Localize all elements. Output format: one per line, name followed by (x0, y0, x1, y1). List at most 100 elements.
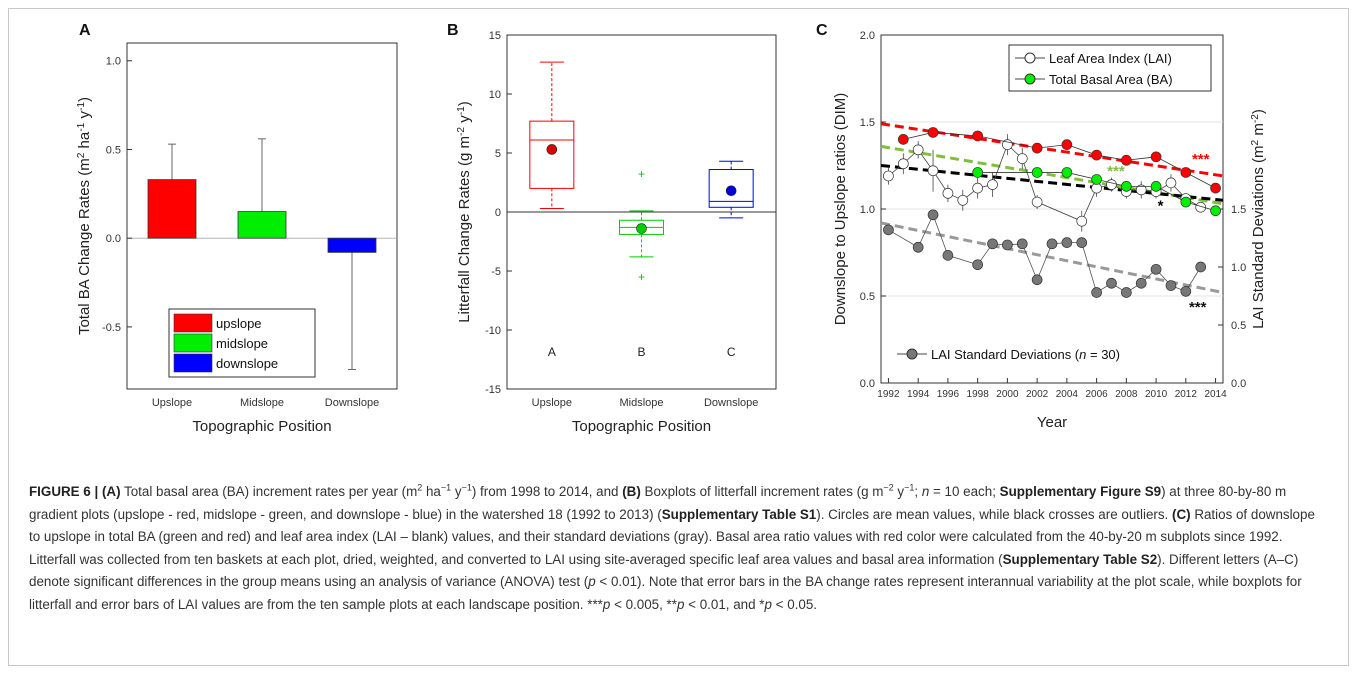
series-point (972, 130, 984, 142)
legend-label: Leaf Area Index (LAI) (1049, 51, 1172, 66)
x-tick-label: 1994 (907, 389, 930, 400)
series-point (1106, 179, 1117, 190)
legend-swatch (173, 313, 213, 333)
series-point (912, 241, 924, 253)
x-tick-label: Midslope (619, 397, 663, 409)
y-tick-label: 1.0 (106, 56, 121, 68)
box-mean (725, 185, 737, 197)
series-point (927, 165, 939, 177)
series-point (1195, 201, 1207, 213)
series-line (903, 132, 1216, 189)
legend-top: Leaf Area Index (LAI) Total Basal Area (B… (1008, 44, 1212, 92)
y-tick-label: -10 (485, 325, 501, 337)
panel-b: -15 -10 -5 0 5 10 15 A Upslope + + B Midslope C Downsl… (447, 22, 777, 435)
series-point (1106, 277, 1117, 289)
supplementary-table-s2-link[interactable]: Supplementary Table S2 (1002, 551, 1158, 567)
caption-tag-b: (B) (622, 484, 641, 499)
series-point (1180, 196, 1192, 208)
y-axis-label-right-part: ) (1250, 109, 1267, 114)
caption-text: y (451, 484, 462, 499)
series-point (987, 179, 998, 190)
series-point (942, 187, 954, 199)
y-tick-label: -15 (485, 384, 501, 396)
caption-italic: p (676, 596, 685, 612)
caption-text: < 0.05. (771, 596, 817, 612)
x-tick-label: 2008 (1115, 389, 1138, 400)
series-point (972, 182, 984, 194)
y-tick-label: 0.5 (106, 144, 121, 156)
caption-text: ). Different letters (A–C) denote signif… (29, 551, 1299, 590)
series-point (1165, 177, 1177, 189)
series-point (987, 238, 998, 250)
caption-text: < 0.01). Note that error bars in the BA … (29, 574, 1302, 612)
significance-label: *** (1107, 163, 1125, 180)
y-axis-label-right-part: 2 (1250, 139, 1261, 145)
y-axis-label: Litterfall Change Rates (g m-2 y-1) (456, 101, 474, 323)
series-point (957, 194, 969, 206)
supplementary-figure-link[interactable]: Supplementary Figure S9 (999, 484, 1162, 499)
series-point (1120, 287, 1132, 298)
x-tick-label: Downslope (704, 397, 758, 409)
y-tick-label-right: 1.0 (1231, 262, 1246, 274)
group-letter: A (548, 345, 556, 359)
series-line (888, 213, 1202, 294)
x-tick-label: 2006 (1085, 389, 1108, 400)
series-point (927, 127, 939, 138)
panel-a: -0.5 0.0 0.5 1.0 Upslope Midslope Downslope Top… (76, 22, 398, 435)
caption-text: Boxplots of litterfall increment rates (… (640, 484, 884, 499)
series-point (1135, 184, 1147, 196)
y-axis-label: Total BA Change Rates (m2 ha-1 y-1) (76, 97, 94, 335)
series-point (1210, 182, 1221, 194)
legend-label: downslope (216, 356, 278, 371)
series-point (1195, 261, 1207, 273)
caption-text: ) at three 80-by-80 m gradient plots (up… (29, 484, 1287, 522)
box-upslope (529, 120, 575, 189)
y-axis-label-left-part: Downslope to Upslope ratios (DIM) (832, 93, 849, 326)
x-axis-label: Topographic Position (572, 418, 711, 435)
series-point (942, 250, 954, 261)
caption-tag-c: (C) (1172, 506, 1191, 522)
caption-text: ; (914, 484, 922, 499)
x-tick-label: Upslope (152, 397, 192, 409)
y-tick-label: 0.0 (106, 233, 121, 245)
legend-box (1008, 44, 1212, 92)
bar-midslope (237, 211, 287, 239)
y-axis-label-part: -1 (76, 122, 87, 131)
significance-label: *** (1189, 299, 1207, 316)
y-axis-label-right-part: LAI Standard Deviations (m (1250, 145, 1267, 328)
x-tick-label: 1996 (937, 389, 960, 400)
y-axis-label-part: y (456, 115, 473, 127)
series-point (1135, 277, 1147, 289)
y-axis-label-part: ) (456, 101, 473, 106)
series-point (1061, 139, 1073, 150)
x-tick-label: 2014 (1204, 389, 1227, 400)
series-point (1150, 181, 1162, 192)
y-tick-label-right: 0.5 (1231, 320, 1246, 332)
series-point (1180, 286, 1192, 297)
figure-frame: -0.5 0.0 0.5 1.0 Upslope Midslope Downslope Top… (8, 8, 1349, 666)
bar-downslope (327, 237, 377, 253)
caption-figure-label: FIGURE 6 | (29, 484, 102, 499)
caption-italic: p (764, 596, 772, 612)
legend-swatch (173, 333, 213, 353)
series-point (897, 134, 909, 145)
caption-italic: p (602, 596, 611, 612)
series-point (1046, 238, 1058, 250)
series-point (883, 224, 894, 236)
supplementary-table-s1-link[interactable]: Supplementary Table S1 (661, 506, 817, 522)
caption-text: < 0.005, ** (610, 596, 677, 612)
series-point (1150, 263, 1162, 275)
y-axis-label-part: -2 (456, 127, 467, 136)
caption-text: = 10 each; (929, 484, 1000, 499)
series-point (897, 158, 909, 170)
caption-text: Ratios of downslope to upslope in total … (29, 506, 1315, 567)
y-tick-label-left: 0.0 (860, 378, 875, 390)
x-tick-label: 2004 (1056, 389, 1079, 400)
series-point (1091, 287, 1102, 298)
caption-text: y (893, 484, 905, 499)
series-point (1031, 274, 1043, 286)
y-axis-label-part: -1 (456, 106, 467, 115)
series-point (1091, 149, 1102, 161)
panel-letter-a: A (79, 22, 91, 39)
y-axis-label-part: Litterfall Change Rates (g m (456, 136, 473, 323)
